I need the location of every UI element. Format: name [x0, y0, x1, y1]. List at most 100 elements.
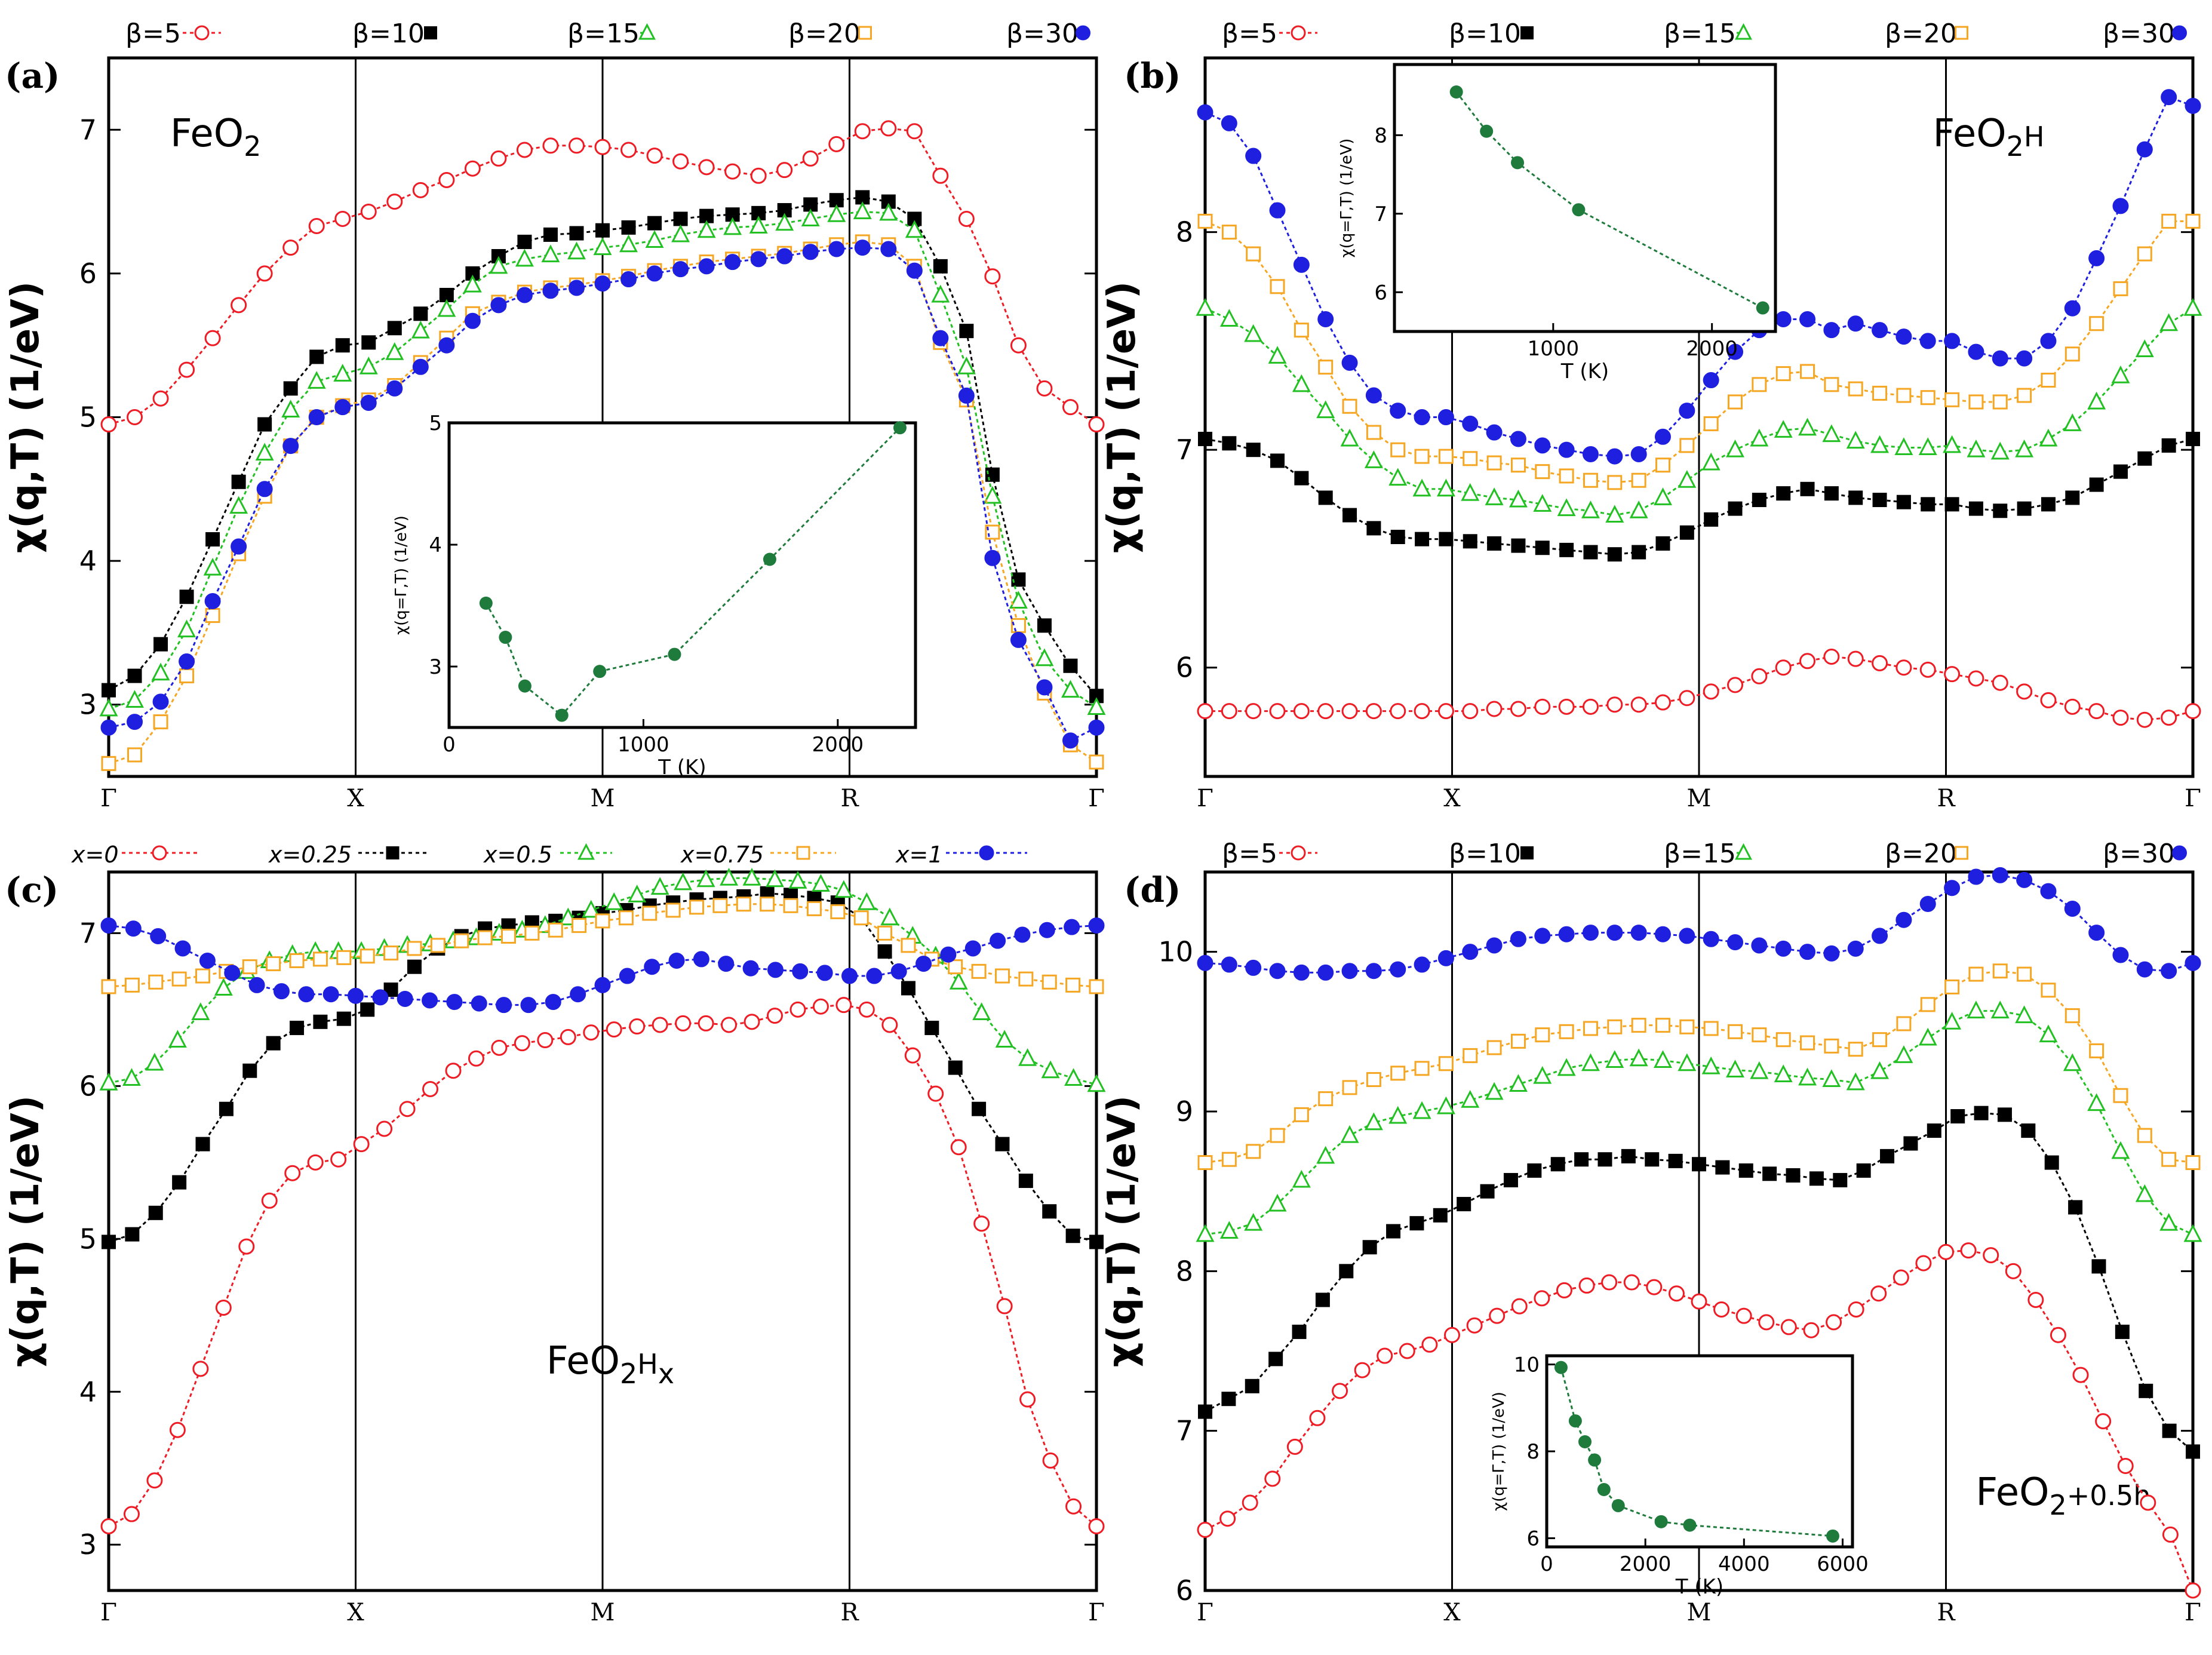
data-point	[412, 182, 429, 198]
data-point	[972, 1002, 991, 1020]
data-point	[1583, 545, 1598, 560]
data-point	[1654, 428, 1671, 445]
x-tick-label: M	[591, 785, 615, 812]
data-point	[1762, 1166, 1777, 1181]
data-point	[1294, 1107, 1309, 1122]
y-tick-label: 7	[79, 917, 97, 949]
inset-x-label: T (K)	[658, 756, 706, 779]
data-point	[2161, 1152, 2177, 1167]
data-point	[1880, 1149, 1895, 1163]
data-point	[1010, 337, 1027, 354]
data-point	[1462, 703, 1479, 720]
data-point	[2091, 1259, 2106, 1274]
data-point	[880, 120, 897, 137]
data-point	[2064, 698, 2081, 715]
data-point	[1678, 1053, 1697, 1071]
legend-item: x=0.25	[268, 842, 427, 868]
data-point	[802, 244, 819, 260]
data-point	[1786, 1168, 1801, 1183]
data-point	[1457, 1197, 1471, 1212]
data-point	[1342, 508, 1357, 523]
data-point	[1270, 1128, 1285, 1143]
data-point	[266, 1036, 281, 1051]
data-point	[742, 960, 759, 977]
data-point	[964, 940, 981, 957]
data-point	[386, 194, 403, 210]
data-point	[1992, 350, 2008, 367]
data-point	[1064, 919, 1080, 935]
data-point	[1318, 1091, 1334, 1107]
chart-panel-a: Γ X M R Γ 3 4 5 6 7 χ(q,T) (1/eV) (a) FeO2 β=5 β=10 β=1…	[4, 19, 1106, 812]
data-point	[750, 251, 767, 268]
data-point	[199, 952, 216, 969]
data-point	[1944, 392, 1960, 407]
data-point	[514, 1035, 530, 1052]
y-tick-label: 10	[1158, 936, 1193, 968]
data-point	[594, 139, 611, 155]
legend-label: β=15	[1664, 839, 1736, 869]
data-point	[604, 892, 623, 910]
data-point	[125, 690, 144, 708]
data-point	[1776, 486, 1791, 501]
data-point	[783, 898, 798, 913]
data-point	[1390, 403, 1406, 419]
data-point	[360, 394, 377, 411]
data-point	[238, 1238, 255, 1255]
x-tick-label: Γ	[1088, 1599, 1105, 1626]
data-point	[1968, 501, 1983, 516]
data-point	[1990, 441, 2010, 460]
data-point	[231, 538, 247, 555]
data-point	[1944, 666, 1961, 683]
data-point	[1679, 403, 1695, 419]
data-point	[1009, 591, 1028, 609]
data-point	[1412, 1101, 1431, 1119]
data-point	[1197, 1521, 1213, 1538]
data-point	[298, 986, 315, 1003]
data-point	[1089, 979, 1104, 994]
data-point	[2041, 373, 2056, 388]
y-tick-label: 4	[79, 1375, 97, 1408]
data-point	[1035, 648, 1054, 667]
series-line	[1205, 1249, 2194, 1591]
data-point	[1870, 1285, 1887, 1302]
data-point	[1341, 963, 1358, 980]
data-point	[906, 262, 923, 279]
data-point	[1390, 530, 1405, 544]
data-point	[1268, 1193, 1287, 1212]
data-point	[256, 481, 273, 498]
data-point	[1799, 311, 1816, 327]
data-point	[834, 880, 853, 898]
data-point	[1486, 1040, 1502, 1055]
data-point	[1486, 424, 1503, 441]
data-point	[215, 1299, 232, 1316]
data-point	[1063, 658, 1078, 673]
data-point	[593, 237, 612, 256]
data-point	[1798, 417, 1817, 436]
data-point	[1268, 1352, 1283, 1367]
data-point	[2161, 710, 2177, 726]
panel-label: (a)	[5, 56, 60, 96]
data-point	[1364, 450, 1383, 468]
data-point	[880, 241, 897, 257]
data-point	[1668, 1153, 1683, 1168]
inset-point	[668, 647, 681, 661]
data-point	[1486, 455, 1502, 471]
data-point	[1317, 311, 1334, 327]
data-point	[229, 496, 248, 514]
data-point	[1847, 650, 1864, 667]
legend-marker	[424, 26, 437, 39]
data-point	[438, 172, 455, 189]
data-point	[1919, 333, 1936, 349]
data-point	[1968, 670, 1984, 687]
data-point	[1918, 437, 1937, 456]
data-point	[1245, 959, 1262, 976]
data-point	[776, 248, 793, 265]
data-point	[1559, 468, 1574, 484]
data-point	[594, 977, 611, 993]
data-point	[1557, 1058, 1576, 1076]
data-point	[932, 330, 949, 346]
y-tick-label: 7	[1176, 1415, 1193, 1447]
data-point	[2088, 925, 2105, 941]
data-point	[933, 259, 948, 274]
data-point	[1065, 1498, 1082, 1515]
